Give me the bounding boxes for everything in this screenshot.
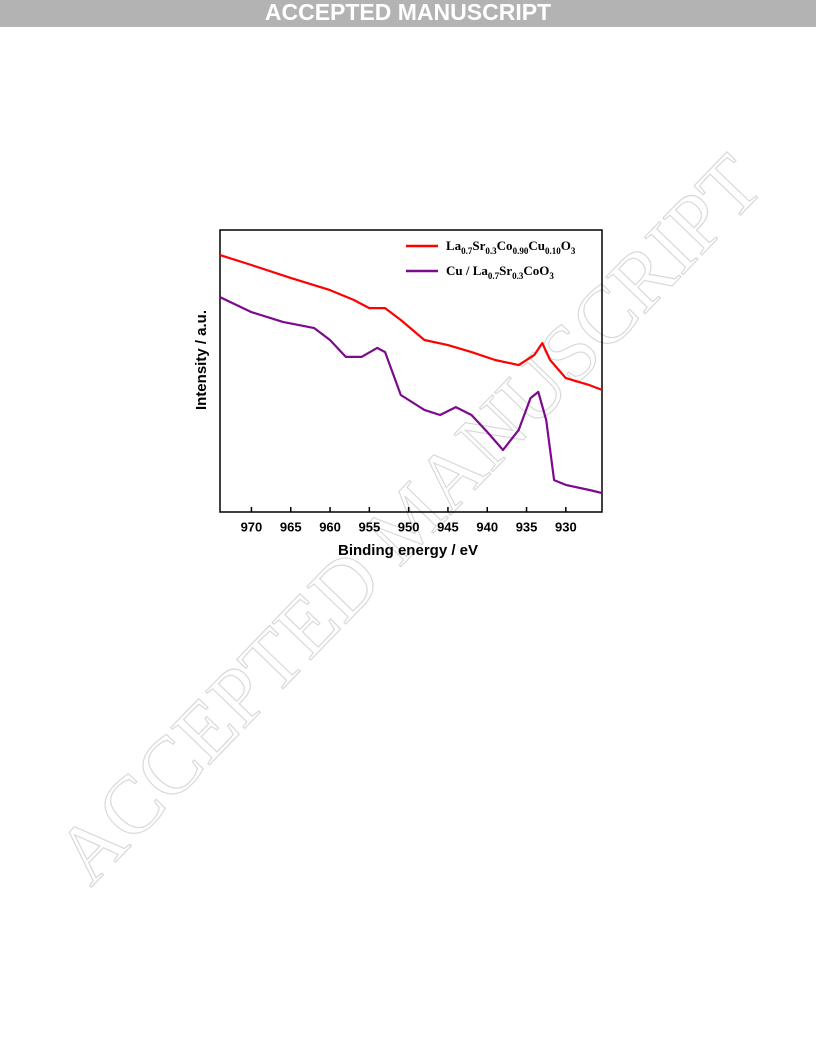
- legend-label: Cu / La0.7Sr0.3CoO3: [446, 263, 554, 281]
- x-tick-label: 950: [398, 519, 420, 534]
- banner-text: ACCEPTED MANUSCRIPT: [265, 0, 551, 25]
- x-tick-label: 945: [437, 519, 459, 534]
- x-tick-label: 960: [319, 519, 341, 534]
- x-tick-label: 965: [280, 519, 302, 534]
- data-line: [219, 296, 603, 495]
- legend-label: La0.7Sr0.3Co0.90Cu0.10O3: [446, 238, 576, 256]
- x-tick-label: 935: [516, 519, 538, 534]
- x-tick-label: 940: [476, 519, 498, 534]
- x-tick-label: 970: [241, 519, 263, 534]
- x-axis-label: Binding energy / eV: [338, 542, 478, 559]
- plot-frame: [219, 229, 603, 513]
- x-tick-label: 930: [555, 519, 577, 534]
- x-tick-label: 955: [358, 519, 380, 534]
- y-axis-label: Intensity / a.u.: [193, 310, 210, 410]
- banner: [0, 0, 816, 27]
- data-line: [219, 254, 603, 391]
